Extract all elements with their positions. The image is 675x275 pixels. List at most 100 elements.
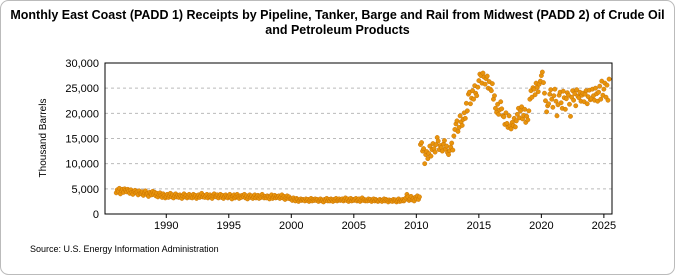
point (484, 73, 490, 79)
point (474, 93, 480, 99)
point (567, 101, 572, 107)
x-tick-label: 1995 (217, 220, 241, 232)
x-tick-label: 2000 (279, 220, 303, 232)
point (597, 83, 603, 89)
point (574, 87, 580, 93)
point (482, 81, 488, 87)
point (539, 69, 545, 75)
point (532, 92, 538, 98)
point (427, 143, 433, 149)
y-tick-label: 30,000 (65, 58, 99, 70)
x-tick-label: 2010 (404, 220, 428, 232)
point (464, 108, 470, 114)
point (572, 91, 578, 97)
point (551, 93, 557, 99)
point (450, 147, 456, 153)
y-tick-label: 5,000 (71, 184, 99, 196)
point (499, 106, 505, 112)
point (549, 96, 555, 102)
point (519, 104, 525, 110)
point (552, 86, 558, 92)
point (535, 89, 541, 95)
point (550, 104, 556, 110)
point (548, 87, 554, 93)
point (573, 103, 579, 109)
point (417, 194, 422, 200)
point (492, 93, 497, 99)
point (446, 152, 451, 158)
y-tick-label: 20,000 (65, 108, 99, 120)
point (470, 88, 475, 94)
x-tick-label: 1990 (154, 220, 178, 232)
point (459, 123, 465, 128)
point (513, 118, 519, 124)
point (526, 108, 532, 114)
point (568, 113, 573, 119)
point (562, 106, 568, 112)
point (601, 86, 607, 92)
point (606, 76, 612, 82)
point (421, 146, 426, 151)
point (522, 106, 528, 112)
y-tick-label: 10,000 (65, 159, 99, 171)
point (554, 113, 560, 119)
point (546, 101, 552, 107)
point (529, 94, 535, 100)
point (442, 138, 447, 143)
point (508, 126, 514, 132)
point (419, 140, 424, 145)
source: Source: U.S. Energy Information Administ… (30, 244, 219, 254)
title-box: Monthly East Coast (PADD 1) Receipts by … (10, 8, 665, 37)
point (547, 91, 553, 97)
point (576, 95, 582, 101)
point (422, 161, 428, 167)
point (506, 113, 512, 119)
y-tick-label: 25,000 (65, 83, 99, 95)
point (435, 138, 441, 144)
point (480, 70, 486, 76)
point (495, 101, 500, 107)
point (454, 118, 460, 124)
point (471, 96, 476, 102)
point (544, 109, 550, 115)
point (584, 101, 590, 107)
point (563, 96, 569, 102)
point (493, 105, 498, 111)
point (488, 88, 494, 94)
point (476, 78, 482, 84)
x-tick-label: 2020 (529, 220, 553, 232)
point (558, 100, 564, 106)
point (455, 129, 461, 134)
point (475, 84, 481, 90)
point (596, 89, 602, 95)
x-tick-label: 2005 (342, 220, 366, 232)
point (451, 133, 457, 139)
point (468, 101, 473, 107)
point (542, 90, 547, 96)
chart-title: Monthly East Coast (PADD 1) Receipts by … (10, 8, 665, 37)
point (462, 115, 468, 121)
x-tick-label: 2025 (592, 220, 616, 232)
point (593, 85, 598, 91)
point (598, 96, 604, 102)
point (432, 149, 438, 155)
plot-frame (104, 62, 613, 215)
point (428, 153, 434, 159)
point (512, 124, 518, 130)
point (525, 117, 531, 123)
point (496, 111, 501, 117)
point (560, 88, 566, 94)
point (489, 81, 495, 87)
point (518, 108, 523, 114)
y-axis-title: Thousand Barrels (38, 99, 49, 178)
point (514, 111, 520, 117)
point (463, 100, 469, 106)
point (425, 156, 431, 162)
point (444, 143, 449, 149)
point (498, 99, 504, 105)
point (457, 113, 463, 119)
point (571, 97, 577, 103)
x-tick-label: 2015 (467, 220, 491, 232)
